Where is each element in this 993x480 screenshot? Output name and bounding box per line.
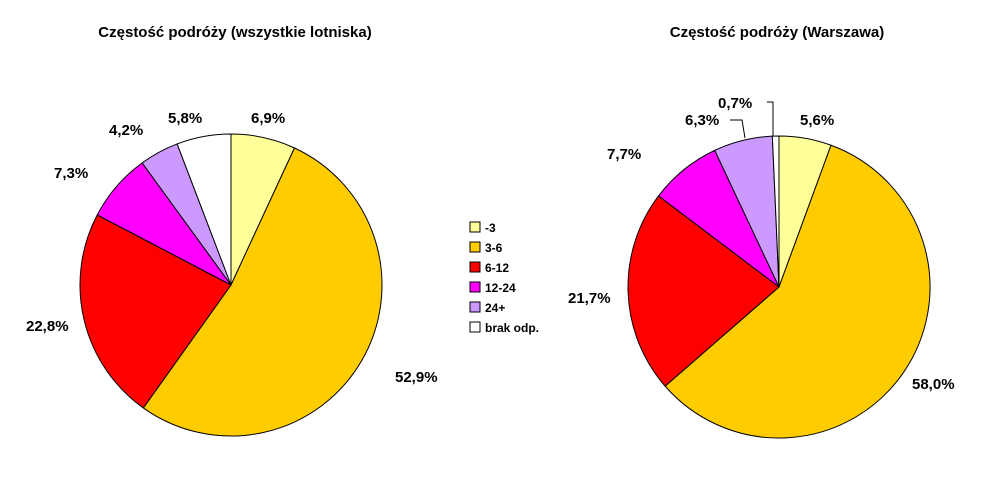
pie-slice-brak-odp bbox=[176, 133, 232, 286]
legend-item: -3 bbox=[469, 221, 496, 235]
leader-line bbox=[767, 101, 774, 136]
data-label: 4,2% bbox=[109, 122, 143, 139]
legend-item: 24+ bbox=[469, 301, 505, 315]
leader-line bbox=[730, 119, 746, 139]
chart-title: Częstość podróży (Warszawa) bbox=[670, 24, 885, 41]
pie-slice-6-12 bbox=[627, 195, 780, 387]
pie-chart-warsaw: Częstość podróży (Warszawa) 5,6% 58,0% 21,… bbox=[568, 24, 955, 439]
legend-swatch bbox=[469, 241, 481, 253]
pie-chart-all-airports: Częstość podróży (wszystkie lotniska) 6,… bbox=[26, 24, 438, 437]
legend-label: 3-6 bbox=[485, 241, 503, 255]
legend-label: 24+ bbox=[485, 301, 505, 315]
legend-item: 12-24 bbox=[469, 281, 516, 295]
data-label: 52,9% bbox=[395, 369, 438, 386]
data-label: 58,0% bbox=[912, 376, 955, 393]
data-label: 0,7% bbox=[718, 95, 752, 112]
legend-item: brak odp. bbox=[469, 321, 539, 335]
legend-item: 3-6 bbox=[469, 241, 503, 255]
data-label: 7,7% bbox=[607, 146, 641, 163]
pie-slice-3-6 bbox=[664, 144, 931, 439]
legend-swatch bbox=[469, 221, 481, 233]
legend-swatch bbox=[469, 281, 481, 293]
data-label: 6,3% bbox=[685, 112, 719, 129]
data-label: 5,6% bbox=[800, 112, 834, 129]
data-label: 21,7% bbox=[568, 290, 611, 307]
legend: -3 3-6 6-12 12-24 24+ brak odp. bbox=[469, 221, 539, 335]
data-label: 7,3% bbox=[54, 165, 88, 182]
pie-slice-6-12 bbox=[79, 214, 232, 409]
legend-label: brak odp. bbox=[485, 321, 539, 335]
data-label: 22,8% bbox=[26, 318, 69, 335]
legend-swatch bbox=[469, 321, 481, 333]
data-label: 6,9% bbox=[251, 110, 285, 127]
pie-slice-3-6 bbox=[142, 147, 383, 437]
pie-slice-brak-odp bbox=[771, 135, 780, 288]
chart-title: Częstość podróży (wszystkie lotniska) bbox=[98, 24, 371, 41]
data-label: 5,8% bbox=[168, 110, 202, 127]
legend-swatch bbox=[469, 301, 481, 313]
legend-item: 6-12 bbox=[469, 261, 509, 275]
legend-swatch bbox=[469, 261, 481, 273]
legend-label: -3 bbox=[485, 221, 496, 235]
legend-label: 12-24 bbox=[485, 281, 516, 295]
legend-label: 6-12 bbox=[485, 261, 509, 275]
